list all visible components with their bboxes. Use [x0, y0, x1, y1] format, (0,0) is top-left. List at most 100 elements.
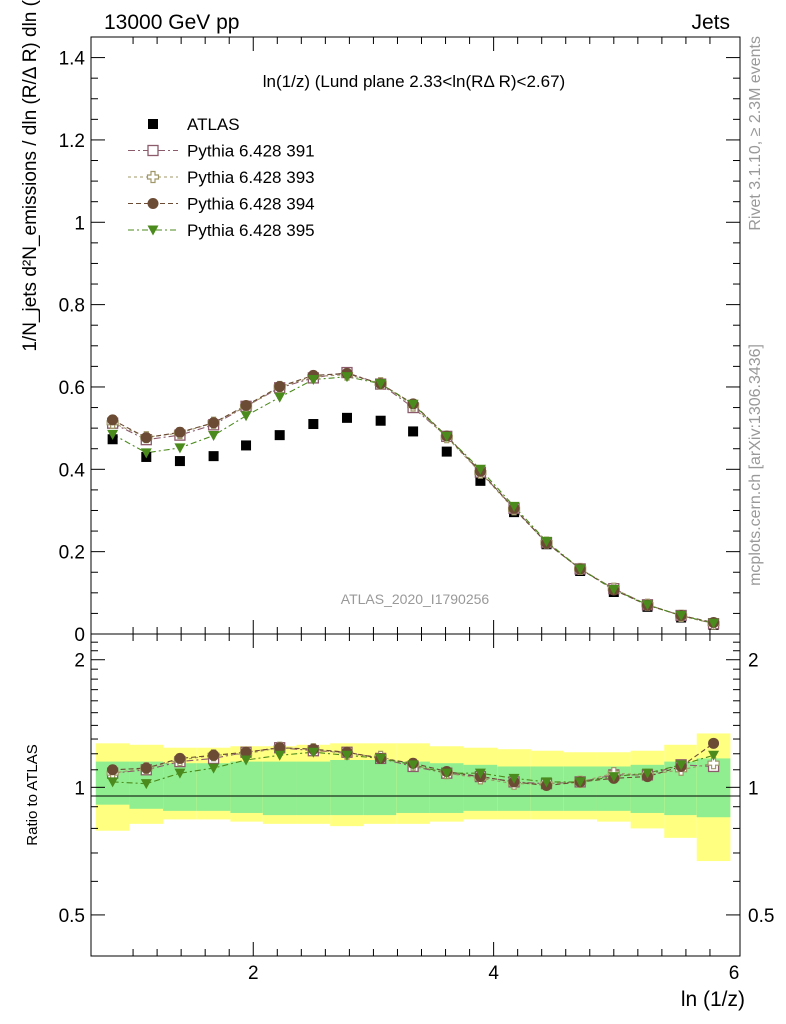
- main-data-point: [341, 372, 353, 383]
- stat-uncertainty-band: [296, 761, 331, 816]
- ratio-y-tick-label: 1: [74, 778, 85, 799]
- main-data-point: [375, 415, 386, 426]
- main-series-markers: [106, 366, 720, 630]
- ratio-data-point: [274, 750, 286, 761]
- main-data-point: [608, 585, 620, 596]
- ratio-data-point: [208, 763, 220, 774]
- main-data-point: [274, 392, 286, 403]
- ratio-data-point: [307, 747, 319, 758]
- legend-label: ATLAS: [187, 115, 240, 134]
- x-tick-label: 6: [729, 963, 740, 984]
- main-data-point: [307, 375, 319, 386]
- header-left-label: 13000 GeV pp: [104, 11, 239, 34]
- main-data-point: [641, 600, 653, 611]
- ratio-data-point: [341, 750, 353, 761]
- main-y-tick-label: 0.4: [59, 460, 86, 481]
- main-y-tick-label: 0: [74, 625, 85, 646]
- main-data-point: [441, 446, 452, 457]
- ratio-data-point: [140, 779, 152, 790]
- main-data-point: [241, 440, 252, 451]
- legend-entry: Pythia 6.428 391: [128, 142, 315, 161]
- legend-entry: Pythia 6.428 394: [128, 195, 315, 214]
- ratio-data-point: [240, 755, 252, 766]
- main-data-point: [541, 536, 553, 547]
- main-panel: 0 0.2 0.4 0.6 0.8 1 1.2 1.4 ln(1/z) (Lund plane…: [20, 0, 741, 646]
- stat-uncertainty-band: [363, 760, 397, 816]
- stat-uncertainty-band: [230, 761, 263, 813]
- ratio-data-point: [641, 768, 653, 779]
- main-data-point: [675, 610, 687, 621]
- ratio-data-point: [508, 773, 520, 784]
- ratio-series-markers: [106, 737, 720, 791]
- main-data-point: [375, 379, 387, 390]
- stat-uncertainty-band: [330, 760, 364, 816]
- main-data-point: [274, 381, 286, 393]
- ratio-data-point: [274, 742, 286, 754]
- main-axes: 0 0.2 0.4 0.6 0.8 1 1.2 1.4: [59, 37, 740, 646]
- main-data-point: [107, 414, 119, 426]
- ratio-data-point: [474, 768, 486, 779]
- main-y-tick-label: 1.2: [59, 131, 85, 152]
- main-data-point: [107, 429, 119, 440]
- ratio-data-point: [107, 764, 119, 776]
- legend-marker: [147, 198, 159, 209]
- legend-marker: [148, 119, 158, 129]
- main-data-point: [240, 411, 252, 422]
- ratio-data-point: [107, 777, 119, 788]
- legend-marker: [147, 144, 159, 157]
- ratio-data-point: [608, 772, 620, 783]
- main-data-point: [240, 399, 252, 411]
- main-data-point: [475, 475, 486, 486]
- main-y-tick-label: 0.8: [59, 296, 85, 317]
- main-data-point: [174, 443, 186, 454]
- ratio-panel-frame: [90, 633, 741, 957]
- main-data-point: [341, 412, 352, 423]
- main-data-point: [474, 464, 486, 475]
- main-y-axis-label: 1/N_jets d²N_emissions / dln (R/Δ R) dln…: [20, 0, 41, 352]
- analysis-tag: ATLAS_2020_I1790256: [341, 591, 490, 607]
- legend-label: Pythia 6.428 394: [187, 195, 315, 214]
- ratio-data-point: [407, 760, 419, 771]
- main-series-line: [112, 376, 714, 624]
- main-data-point: [308, 419, 319, 430]
- main-data-point: [208, 451, 219, 462]
- main-data-point: [574, 564, 586, 575]
- ratio-y-axis-label: Ratio to ATLAS: [24, 744, 41, 845]
- ratio-data-point: [140, 762, 152, 774]
- ratio-data-point: [708, 750, 720, 761]
- ratio-data-point: [240, 746, 252, 758]
- main-data-point: [708, 618, 720, 629]
- x-tick-label: 2: [248, 963, 259, 984]
- ratio-data-point: [675, 760, 687, 771]
- legend-marker: [146, 170, 160, 184]
- stat-uncertainty-band: [563, 766, 597, 811]
- mcplots-label: mcplots.cern.ch [arXiv:1306.3436]: [747, 344, 764, 586]
- main-data-point: [174, 456, 185, 467]
- main-y-tick-label: 1.4: [59, 49, 86, 70]
- ratio-axes: 0.5 0.5 1 1 2 2 2 4 6: [59, 634, 774, 984]
- ratio-data-point: [174, 752, 186, 764]
- ratio-data-point: [174, 768, 186, 779]
- ratio-data-point: [707, 757, 720, 770]
- main-y-tick-label: 0.6: [59, 378, 85, 399]
- ratio-data-point: [574, 777, 586, 788]
- legend: ATLAS Pythia 6.428 391 Pythia 6.428 393 Pyt…: [128, 115, 315, 240]
- legend-entry: Pythia 6.428 395: [128, 221, 315, 240]
- ratio-y-tick-label-right: 2: [748, 651, 759, 672]
- main-data-point: [174, 426, 186, 438]
- ratio-data-point: [708, 737, 720, 749]
- ratio-data-point: [208, 749, 220, 761]
- ratio-panel: 0.5 0.5 1 1 2 2 2 4 6 Ratio to ATLAS ln (1/z): [24, 633, 774, 1011]
- legend-marker: [147, 225, 159, 236]
- ratio-y-tick-label-right: 1: [748, 778, 759, 799]
- ratio-y-tick-label: 2: [74, 651, 85, 672]
- legend-label: Pythia 6.428 391: [187, 142, 315, 161]
- main-y-tick-label: 1: [74, 213, 85, 234]
- main-data-point: [508, 501, 520, 512]
- ratio-uncertainty-bands: [95, 733, 731, 862]
- legend-entry: ATLAS: [148, 115, 240, 134]
- main-data-point: [274, 430, 285, 441]
- legend-entry: Pythia 6.428 393: [128, 168, 315, 187]
- legend-label: Pythia 6.428 393: [187, 168, 315, 187]
